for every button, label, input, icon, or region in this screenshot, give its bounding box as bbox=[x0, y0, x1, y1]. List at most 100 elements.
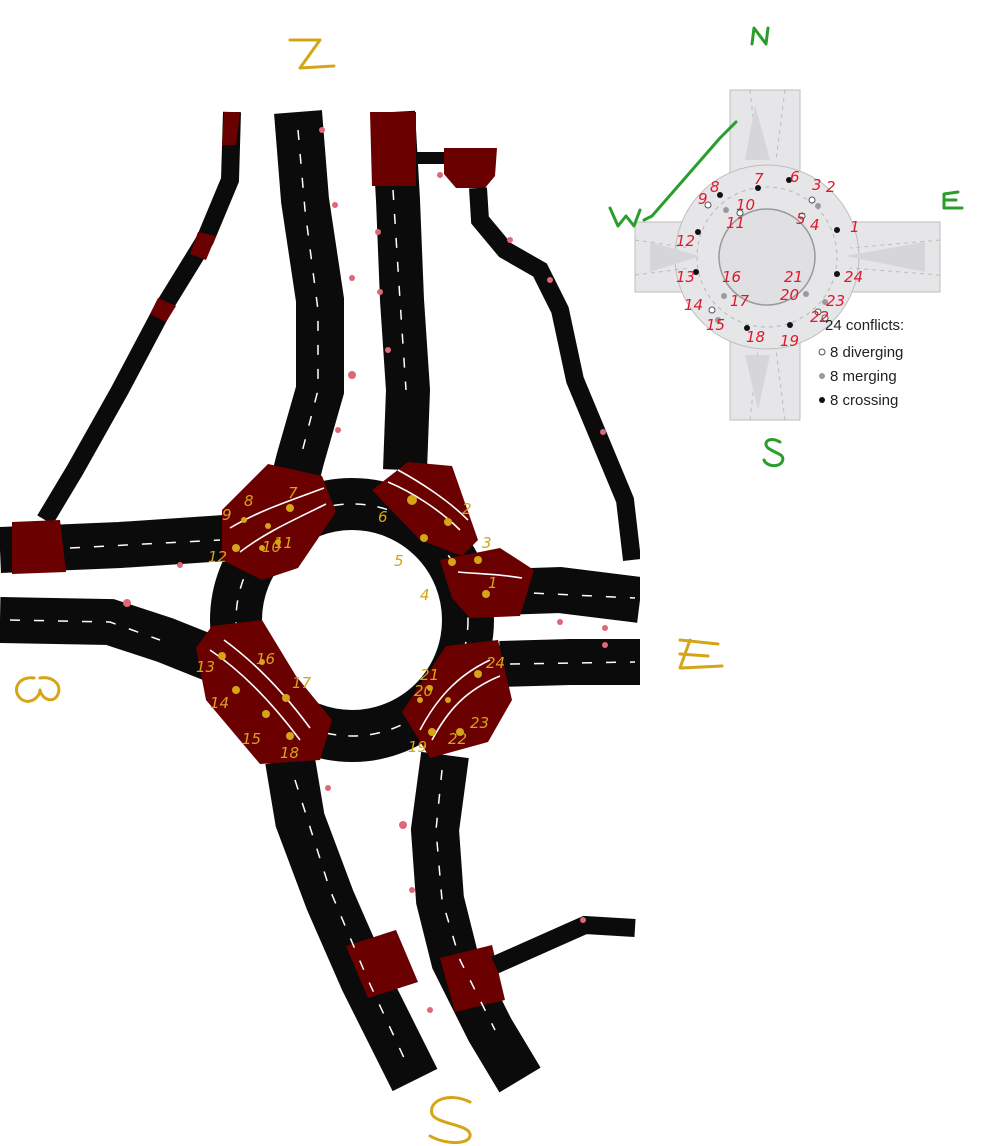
svg-text:11: 11 bbox=[726, 214, 745, 232]
svg-text:22: 22 bbox=[448, 730, 467, 748]
conflict-zone bbox=[444, 148, 497, 188]
svg-text:15: 15 bbox=[706, 316, 725, 334]
svg-text:8: 8 bbox=[244, 492, 254, 510]
svg-text:17: 17 bbox=[730, 292, 750, 310]
svg-text:7: 7 bbox=[754, 170, 764, 188]
svg-text:10: 10 bbox=[736, 196, 755, 214]
svg-text:5: 5 bbox=[796, 210, 806, 228]
svg-text:11: 11 bbox=[274, 534, 293, 552]
svg-text:16: 16 bbox=[256, 650, 275, 668]
inset-south-letter-mark bbox=[762, 438, 785, 468]
northeast-service-road bbox=[416, 148, 640, 562]
diverging-marker bbox=[818, 348, 826, 356]
lane-markings bbox=[209, 469, 523, 741]
svg-text:6: 6 bbox=[378, 508, 388, 526]
svg-text:20: 20 bbox=[414, 682, 433, 700]
crossing-marker bbox=[819, 397, 825, 403]
east-letter-mark bbox=[678, 638, 724, 670]
curb-markers bbox=[123, 127, 608, 1013]
svg-text:24: 24 bbox=[844, 268, 863, 286]
west-letter-mark bbox=[15, 676, 61, 703]
svg-text:4: 4 bbox=[810, 216, 820, 234]
svg-text:18: 18 bbox=[280, 744, 299, 762]
svg-text:1: 1 bbox=[850, 218, 860, 236]
south-exit-road bbox=[265, 755, 438, 1092]
main-compass bbox=[288, 38, 472, 1144]
svg-text:15: 15 bbox=[242, 730, 261, 748]
legend-crossing: 8 crossing bbox=[830, 392, 898, 409]
svg-text:20: 20 bbox=[780, 286, 799, 304]
conflict-zone-southeast bbox=[402, 640, 512, 758]
svg-text:21: 21 bbox=[784, 268, 803, 286]
west-exit-road bbox=[0, 515, 227, 574]
svg-text:18: 18 bbox=[746, 328, 765, 346]
conflict-zone bbox=[190, 232, 216, 260]
svg-text:4: 4 bbox=[420, 586, 430, 604]
svg-text:7: 7 bbox=[288, 484, 298, 502]
svg-text:13: 13 bbox=[196, 658, 215, 676]
roundabout-conflict-diagram: 1 2 3 4 5 6 7 8 9 10 11 12 13 14 15 16 1… bbox=[608, 26, 964, 468]
legend-title: 24 conflicts: bbox=[825, 317, 904, 334]
east-approach-road bbox=[499, 639, 640, 687]
conflict-legend: 24 conflicts: 8 diverging 8 merging 8 cr… bbox=[818, 317, 904, 409]
conflict-zone bbox=[440, 945, 505, 1012]
inset-roads bbox=[634, 89, 941, 421]
conflict-points bbox=[218, 495, 490, 740]
conflict-zone-northwest bbox=[222, 464, 336, 580]
inset-conflict-points bbox=[693, 177, 840, 331]
west-pointer-line bbox=[642, 120, 738, 222]
conflict-zone bbox=[222, 112, 240, 145]
svg-text:3: 3 bbox=[812, 176, 822, 194]
svg-text:13: 13 bbox=[676, 268, 695, 286]
svg-text:16: 16 bbox=[722, 268, 741, 286]
svg-text:9: 9 bbox=[222, 506, 232, 524]
svg-text:5: 5 bbox=[394, 552, 404, 570]
conflict-zone-east bbox=[440, 548, 534, 618]
conflict-number-labels: 1 2 3 4 5 6 7 8 9 10 11 12 13 14 15 16 1… bbox=[196, 484, 505, 762]
west-approach-road bbox=[0, 597, 224, 682]
svg-text:2: 2 bbox=[826, 178, 836, 196]
svg-text:2: 2 bbox=[462, 500, 472, 518]
merging-marker bbox=[819, 373, 825, 379]
legend-merging: 8 merging bbox=[830, 368, 897, 385]
north-exit-road bbox=[370, 110, 431, 471]
north-letter-mark bbox=[288, 38, 336, 70]
conflict-zone bbox=[12, 520, 66, 574]
svg-text:22: 22 bbox=[810, 308, 829, 326]
svg-text:3: 3 bbox=[482, 534, 492, 552]
conflict-zone bbox=[370, 112, 416, 186]
svg-text:19: 19 bbox=[780, 332, 799, 350]
svg-text:17: 17 bbox=[292, 674, 312, 692]
inset-conflict-number-labels: 1 2 3 4 5 6 7 8 9 10 11 12 13 14 15 16 1… bbox=[676, 168, 863, 350]
svg-text:10: 10 bbox=[262, 538, 281, 556]
south-approach-road bbox=[410, 751, 636, 1093]
svg-text:23: 23 bbox=[470, 714, 489, 732]
conflict-zone-northeast bbox=[372, 462, 478, 556]
svg-text:9: 9 bbox=[698, 190, 708, 208]
inset-north-letter-mark bbox=[750, 26, 770, 46]
svg-text:14: 14 bbox=[684, 296, 703, 314]
svg-text:12: 12 bbox=[676, 232, 695, 250]
roundabout-ring bbox=[210, 478, 494, 762]
inset-west-letter-mark bbox=[608, 206, 642, 228]
north-approach-road bbox=[266, 110, 344, 506]
conflict-zone bbox=[150, 298, 176, 322]
svg-text:12: 12 bbox=[208, 548, 227, 566]
conflict-zone bbox=[346, 930, 418, 998]
svg-text:23: 23 bbox=[826, 292, 845, 310]
svg-text:6: 6 bbox=[790, 168, 800, 186]
svg-text:14: 14 bbox=[210, 694, 229, 712]
svg-text:21: 21 bbox=[420, 666, 439, 684]
svg-text:19: 19 bbox=[408, 738, 427, 756]
svg-text:1: 1 bbox=[488, 574, 498, 592]
inset-east-letter-mark bbox=[942, 190, 964, 210]
roundabout-simulation-map: 1 2 3 4 5 6 7 8 9 10 11 12 13 14 15 16 1… bbox=[0, 38, 640, 1144]
conflict-zone-southwest bbox=[196, 620, 332, 764]
northwest-ramp-road bbox=[37, 111, 241, 525]
inset-compass bbox=[608, 26, 964, 468]
south-letter-mark bbox=[428, 1096, 472, 1144]
svg-text:24: 24 bbox=[486, 654, 505, 672]
svg-text:8: 8 bbox=[710, 178, 720, 196]
legend-diverging: 8 diverging bbox=[830, 344, 903, 361]
